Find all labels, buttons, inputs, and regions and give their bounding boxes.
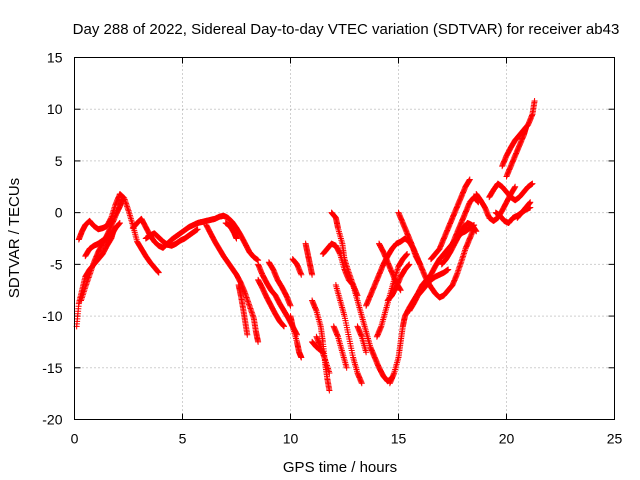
data-point	[318, 348, 325, 355]
plot-frame	[74, 57, 615, 420]
data-point	[529, 180, 536, 187]
data-point	[527, 199, 534, 206]
data-point	[281, 323, 288, 330]
data-point	[417, 261, 424, 268]
data-point	[512, 183, 519, 190]
data-point	[155, 269, 162, 276]
data-point	[358, 380, 365, 387]
y-tick-label: 10	[47, 101, 63, 117]
data-point	[116, 219, 123, 226]
y-tick-label: -5	[50, 256, 63, 272]
data-point	[343, 364, 350, 371]
x-axis-label: GPS time / hours	[283, 459, 397, 476]
data-point	[406, 261, 413, 268]
y-tick-label: -15	[42, 360, 62, 376]
x-tick-label: 0	[71, 431, 79, 447]
data-point	[194, 226, 201, 233]
x-tick-label: 25	[607, 431, 623, 447]
data-point	[298, 354, 305, 361]
data-point	[466, 176, 473, 183]
x-tick-label: 20	[499, 431, 515, 447]
data-point	[287, 302, 294, 309]
x-tick-label: 5	[179, 431, 187, 447]
y-axis-label: SDTVAR / TECUs	[6, 178, 23, 298]
y-tick-label: 0	[55, 205, 63, 221]
data-point	[298, 271, 305, 278]
x-tick-label: 10	[283, 431, 299, 447]
data-point	[326, 369, 333, 376]
tick-labels: 0 5 10 15 20 25 -20 -15 -10 -5 0 5 10 15	[42, 50, 622, 447]
y-tick-label: 5	[55, 153, 63, 169]
data-point	[319, 349, 326, 356]
x-tick-label: 15	[391, 431, 407, 447]
y-tick-label: -20	[42, 412, 62, 428]
data-point	[363, 349, 370, 356]
data-point	[445, 266, 452, 273]
data-point	[233, 235, 240, 242]
data-point	[244, 331, 251, 338]
data-point	[309, 271, 316, 278]
data-point	[522, 124, 529, 131]
data-point	[531, 97, 538, 104]
data-point	[119, 196, 126, 203]
data-point	[255, 338, 262, 345]
data-point	[326, 387, 333, 394]
data-point	[473, 228, 480, 235]
y-tick-label: 15	[47, 50, 63, 66]
data-point	[404, 251, 411, 258]
data-point	[319, 348, 326, 355]
data-points	[73, 97, 538, 394]
y-tick-label: -10	[42, 308, 62, 324]
chart-title: Day 288 of 2022, Sidereal Day-to-day VTE…	[73, 21, 620, 38]
data-point	[397, 287, 404, 294]
